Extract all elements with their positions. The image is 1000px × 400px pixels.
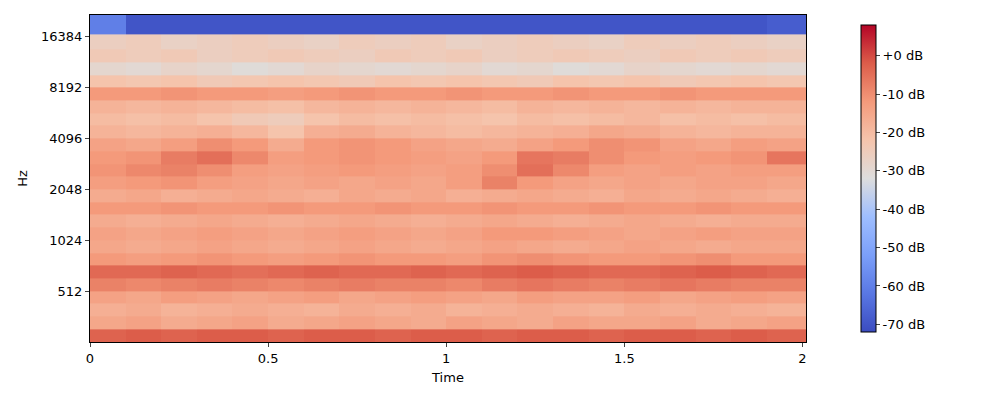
svg-text:8192: 8192 [49, 80, 82, 95]
svg-text:0.5: 0.5 [258, 351, 279, 366]
svg-text:-70 dB: -70 dB [883, 317, 926, 332]
svg-text:1024: 1024 [49, 233, 82, 248]
svg-text:+0 dB: +0 dB [883, 48, 923, 63]
svg-text:1.5: 1.5 [614, 351, 635, 366]
svg-text:-30 dB: -30 dB [883, 163, 926, 178]
svg-text:Hz: Hz [15, 170, 30, 187]
svg-text:-60 dB: -60 dB [883, 279, 926, 294]
svg-text:2: 2 [798, 351, 806, 366]
svg-text:Time: Time [431, 370, 464, 385]
svg-text:512: 512 [58, 284, 83, 299]
svg-text:16384: 16384 [41, 29, 82, 44]
svg-text:-10 dB: -10 dB [883, 87, 926, 102]
svg-text:-20 dB: -20 dB [883, 125, 926, 140]
svg-text:2048: 2048 [49, 182, 82, 197]
svg-text:-50 dB: -50 dB [883, 240, 926, 255]
svg-text:4096: 4096 [49, 131, 82, 146]
svg-text:-40 dB: -40 dB [883, 202, 926, 217]
svg-text:0: 0 [86, 351, 94, 366]
svg-text:1: 1 [442, 351, 450, 366]
